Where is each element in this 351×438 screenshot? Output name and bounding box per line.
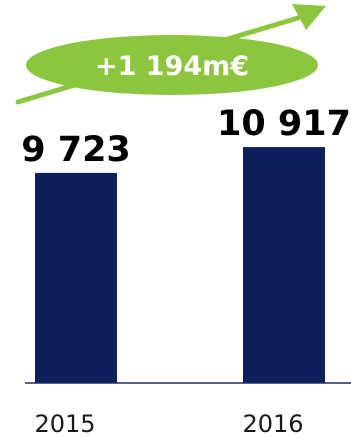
value-label-2016: 10 917	[217, 104, 351, 144]
delta-badge: +1 194m€	[26, 35, 318, 95]
value-label-2015: 9 723	[21, 130, 131, 170]
bar-2015	[35, 172, 117, 383]
delta-badge-text: +1 194m€	[95, 51, 249, 82]
x-tick-label-2016: 2016	[242, 410, 303, 438]
bar-2016	[243, 147, 325, 383]
x-tick-label-2015: 2015	[34, 410, 95, 438]
